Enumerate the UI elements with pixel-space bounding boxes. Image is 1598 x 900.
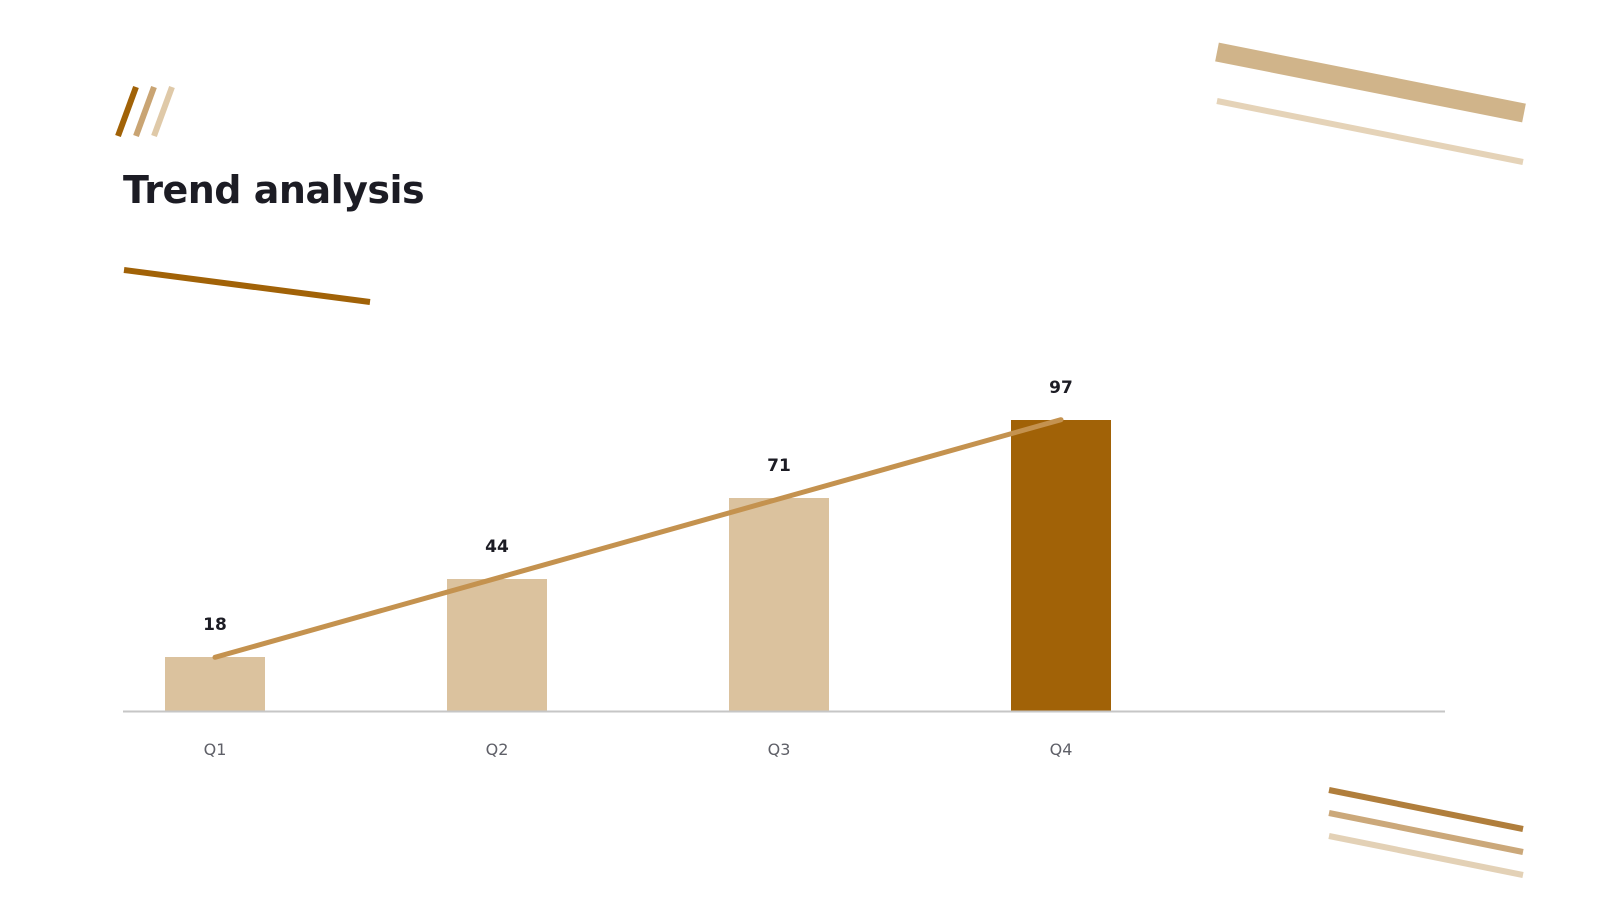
- tick-label-q1: Q1: [204, 740, 227, 759]
- bar-q2: [447, 579, 547, 711]
- bars-layer: [165, 420, 1111, 711]
- value-label-q1: 18: [203, 615, 227, 635]
- value-labels-layer: 18 44 71 97: [203, 378, 1073, 635]
- bar-q1: [165, 657, 265, 711]
- page-title: Trend analysis: [123, 168, 425, 212]
- value-label-q4: 97: [1049, 378, 1073, 398]
- trend-line: [212, 417, 1064, 660]
- tick-label-q3: Q3: [768, 740, 791, 759]
- bar-q3: [729, 498, 829, 711]
- tick-labels-layer: Q1 Q2 Q3 Q4: [204, 740, 1073, 759]
- tick-label-q2: Q2: [486, 740, 509, 759]
- value-label-q3: 71: [767, 456, 791, 476]
- tick-label-q4: Q4: [1050, 740, 1073, 759]
- bar-q4: [1011, 420, 1111, 711]
- value-label-q2: 44: [485, 537, 509, 557]
